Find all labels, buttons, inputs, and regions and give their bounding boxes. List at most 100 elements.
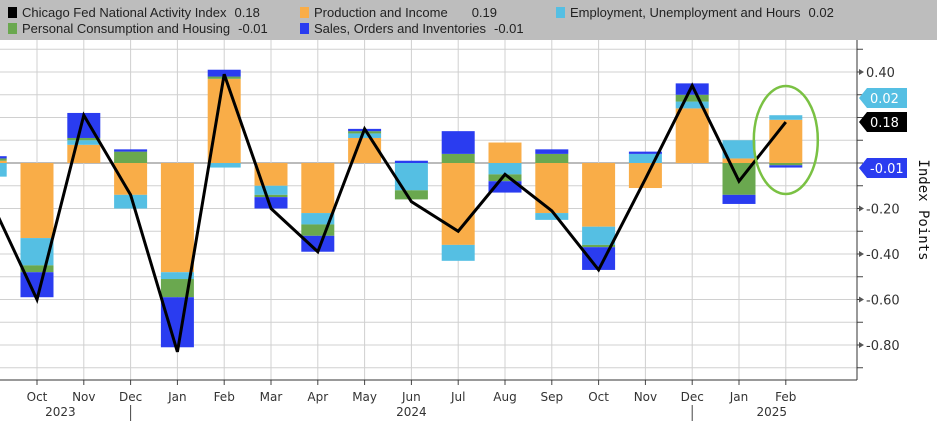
last-value-tag-label: 0.02 [870,92,899,107]
year-label: 2024 [396,405,427,419]
last-value-tag-label: 0.18 [870,116,899,131]
bar-segment [722,158,756,163]
bar-segment [254,163,288,186]
x-tick-label: Aug [493,390,516,404]
bar-segment [441,153,475,163]
bar-segment [0,160,7,163]
bar-segment [675,94,709,102]
y-tick-arrow [859,342,864,348]
y-tick-label: 0.40 [866,66,895,81]
bar-segment [628,153,662,163]
bar-segment [441,131,475,154]
bar-segment [769,119,803,163]
bar-segment [207,69,241,77]
bar-segment [114,151,148,163]
bar-segment [160,297,194,348]
bar-segment [207,78,241,163]
y-tick-label: -0.20 [866,203,900,218]
legend-label: Production and Income [314,4,448,20]
bar-segment [114,149,148,152]
bar-segment [535,213,569,220]
y-tick-arrow [859,251,864,257]
x-tick-label: Oct [27,390,48,404]
bar-segment [769,165,803,168]
bar-segment [675,101,709,109]
bar-segment [160,272,194,280]
bar-segment [67,140,101,145]
x-tick-label: Sep [540,390,563,404]
bar-segment [488,174,522,182]
bar-segment [722,194,756,204]
legend-value: 0.18 [234,4,260,20]
legend: Chicago Fed National Activity Index 0.18 … [0,0,937,40]
x-tick-label: Jun [401,390,421,404]
x-tick-label: Jul [450,390,465,404]
legend-item-cfnai[interactable]: Chicago Fed National Activity Index 0.18 [8,4,260,20]
x-tick-label: Nov [72,390,95,404]
legend-label: Employment, Unemployment and Hours [570,4,801,20]
index-line [0,73,787,353]
year-label: 2025 [756,405,787,419]
x-tick-label: Jan [729,390,749,404]
y-tick-arrow [859,296,864,303]
bar-segment [535,163,569,214]
x-tick-label: Oct [588,390,609,404]
bar-segment [0,158,7,161]
bar-segment [301,224,335,236]
legend-value: -0.01 [493,20,524,36]
bar-segment [0,163,7,177]
bar-segment [722,140,756,159]
x-tick-label: Apr [307,390,328,404]
legend-label: Personal Consumption and Housing [22,20,231,36]
legend-value: 0.02 [808,4,834,20]
bar-segment [160,279,194,298]
bar-segment [675,108,709,163]
legend-label: Chicago Fed National Activity Index [22,4,227,20]
bar-segment [394,190,428,200]
bar-segment [114,194,148,209]
bar-segment [301,213,335,225]
y-tick-label: -0.80 [866,339,900,354]
bar-segment [160,163,194,273]
legend-value: 0.19 [471,4,498,20]
bar-segment [582,163,616,227]
y-tick-arrow [859,69,864,75]
bar-segment [0,156,7,159]
x-tick-label: Jan [167,390,187,404]
legend-value: -0.01 [238,20,268,36]
y-tick-label: -0.40 [866,248,900,263]
legend-item-sales[interactable]: Sales, Orders and Inventories -0.01 [300,20,524,36]
bar-segment [769,115,803,120]
bar-segment [20,163,54,239]
y-tick-label: -0.60 [866,294,900,309]
bar-segment [675,83,709,95]
x-tick-label: Dec [681,390,704,404]
legend-item-employment[interactable]: Employment, Unemployment and Hours 0.02 [556,4,834,20]
highlight-ellipse [752,84,820,196]
legend-item-production[interactable]: Production and Income 0.19 [300,4,497,20]
bar-segment [207,163,241,168]
bar-segment [582,244,616,248]
legend-item-consumption[interactable]: Personal Consumption and Housing -0.01 [8,20,268,36]
x-tick-label: Dec [119,390,142,404]
bar-segment [535,149,569,154]
last-value-tag-label: -0.01 [870,162,904,177]
bar-segment [348,133,382,138]
bar-segment [301,163,335,214]
bar-segment [488,142,522,163]
x-tick-label: May [352,390,377,404]
bar-segment [394,160,428,163]
legend-swatch [556,6,565,18]
bar-segment [488,163,522,175]
bar-segment [441,244,475,261]
y-tick-arrow [859,205,864,212]
bar-segment [628,151,662,154]
x-tick-label: Feb [775,390,796,404]
bar-segment [67,137,101,141]
bar-segment [114,163,148,195]
legend-swatch [300,6,309,18]
y-axis-title: Index Points [915,159,931,260]
legend-label: Sales, Orders and Inventories [314,20,486,36]
year-label: 2023 [45,405,76,419]
